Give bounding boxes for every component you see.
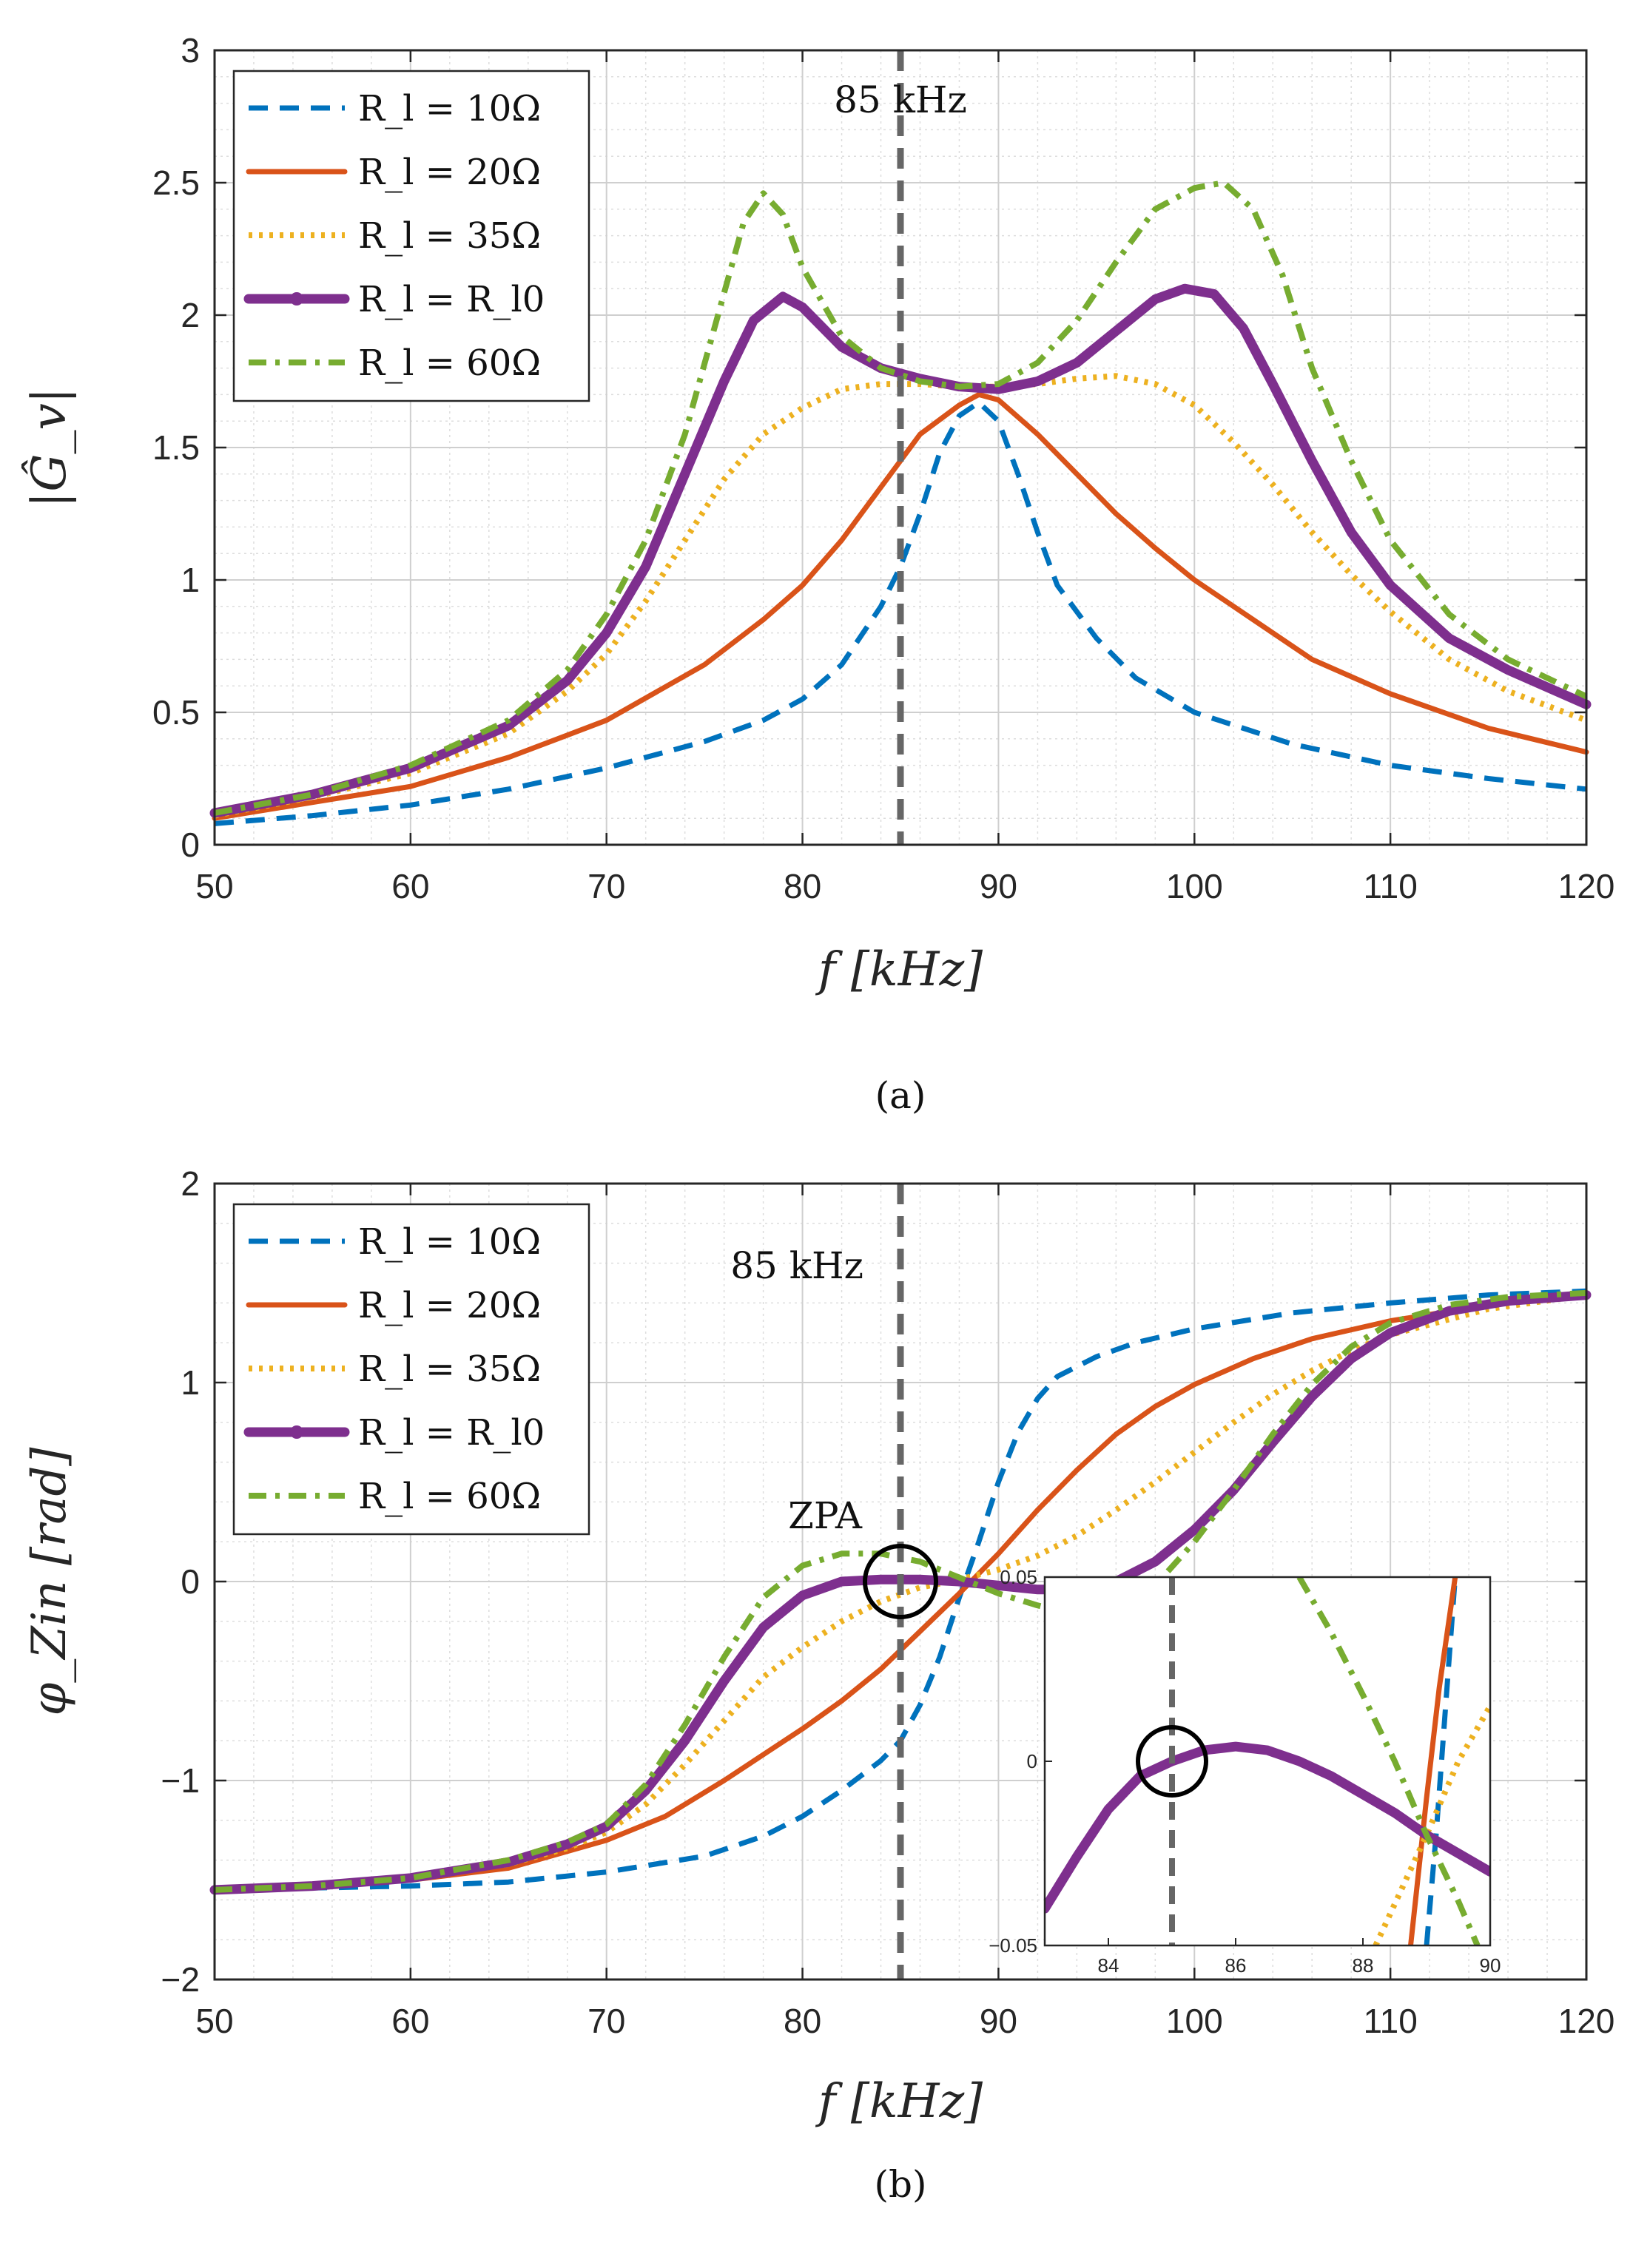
x-tick-label: 120	[1558, 2002, 1615, 2040]
inset-ticks	[1045, 1576, 1491, 1946]
x-tick-label: 60	[391, 2002, 429, 2040]
inset-y-tick-label: 0	[1027, 1750, 1037, 1772]
series-line-r10	[214, 1288, 1587, 1893]
legend-label-rl0: R_l = R_l0	[358, 279, 545, 320]
x-tick-label: 60	[391, 867, 429, 905]
legend: R_l = 10Ω R_l = 20Ω R_l = 35Ω R_l = R_l0 R_l…	[232, 1203, 590, 1536]
x-tick-label: 90	[980, 867, 1017, 905]
y-tick-label: 0	[181, 1562, 200, 1601]
tick-marks	[213, 1182, 1588, 1981]
x-tick-label: 80	[784, 2002, 821, 2040]
inset-x-tick-label: 90	[1480, 1954, 1501, 1977]
x-tick-label: 50	[195, 867, 233, 905]
x-axis-label: f [kHz]	[815, 2074, 983, 2129]
y-axis-label: φ_Zin [rad]	[22, 1446, 77, 1715]
panel-a: 50 60 70 80 90 100 110 120 0 0.5 1 1.5 2 2.5 3 f [kHz] |…	[21, 31, 1614, 1117]
inset-zpa-circle	[1136, 1725, 1208, 1798]
legend-label-r35: R_l = 35Ω	[358, 1349, 541, 1390]
x-tick-label: 70	[587, 2002, 625, 2040]
series-line-r20	[212, 391, 1589, 821]
zpa-circle	[863, 1544, 938, 1619]
y-tick-label: 3	[181, 31, 200, 70]
inset-series-group	[1045, 1577, 1490, 1945]
legend-label-r60: R_l = 60Ω	[358, 342, 541, 384]
series-group	[209, 1288, 1592, 1895]
legend-marker-rl0	[290, 1425, 303, 1439]
tick-marks	[213, 49, 1588, 846]
panel-b: 50 60 70 80 90 100 110 120 −2 −1 0 1 2 f [kHz] φ_Zin […	[22, 1164, 1614, 2206]
series-line-r20	[212, 1292, 1589, 1893]
y-axis-label: |Ĝ_v|	[21, 388, 77, 507]
panel-caption: (b)	[874, 2163, 926, 2206]
series-line-r60	[214, 1289, 1587, 1893]
legend: R_l = 10Ω R_l = 20Ω R_l = 35Ω R_l = R_l0 R_l…	[232, 70, 590, 402]
inset-y-tick-label: −0.05	[989, 1934, 1037, 1957]
x-tick-label: 80	[784, 867, 821, 905]
x-tick-label: 100	[1166, 2002, 1223, 2040]
x-tick-label: 70	[587, 867, 625, 905]
y-tick-label: −1	[161, 1761, 200, 1800]
y-tick-label: 2	[181, 1164, 200, 1203]
y-tick-label: 1.5	[152, 428, 200, 467]
x-axis-label: f [kHz]	[815, 942, 983, 997]
inset-series-r60	[1296, 1577, 1481, 1945]
inset-x-tick-label: 84	[1098, 1954, 1119, 1977]
series-line-rl0	[209, 1290, 1592, 1895]
inset-x-tick-label: 86	[1225, 1954, 1247, 1977]
x-tick-label: 100	[1166, 867, 1223, 905]
x-tick-label: 50	[195, 2002, 233, 2040]
zpa-label: ZPA	[788, 1494, 863, 1537]
y-tick-label: 0.5	[152, 693, 200, 732]
x-tick-label: 90	[980, 2002, 1017, 2040]
legend-label-r60: R_l = 60Ω	[358, 1476, 541, 1517]
legend-label-r35: R_l = 35Ω	[358, 215, 541, 257]
legend-label-r20: R_l = 20Ω	[358, 1285, 541, 1326]
y-tick-label: 1	[181, 1363, 200, 1402]
x-tick-label: 110	[1363, 2002, 1417, 2040]
y-tick-label: 0	[181, 826, 200, 864]
legend-marker-rl0	[290, 292, 303, 306]
x-tick-label: 120	[1558, 867, 1615, 905]
legend-label-r10: R_l = 10Ω	[358, 1221, 541, 1263]
inset-y-tick-label: 0.05	[1000, 1566, 1037, 1588]
y-tick-label: 2	[181, 296, 200, 334]
series-line-r60	[214, 180, 1588, 816]
inset: 84 86 88 90 −0.05 0 0.05	[989, 1566, 1501, 1977]
legend-label-r10: R_l = 10Ω	[358, 88, 541, 129]
inset-plot-area	[1045, 1577, 1490, 1945]
inset-x-tick-label: 88	[1353, 1954, 1374, 1977]
inset-series-r20	[1408, 1577, 1458, 1945]
y-tick-label: −2	[161, 1960, 200, 1999]
panel-caption: (a)	[875, 1074, 926, 1117]
marker-label: 85 kHz	[730, 1244, 863, 1287]
series-line-r10	[214, 399, 1587, 826]
inset-series-rl0	[1045, 1741, 1490, 1914]
y-tick-label: 1	[181, 561, 200, 599]
x-tick-label: 110	[1363, 867, 1417, 905]
legend-label-rl0: R_l = R_l0	[358, 1412, 545, 1454]
legend-label-r20: R_l = 20Ω	[358, 152, 541, 193]
series-group	[209, 180, 1592, 826]
y-tick-label: 2.5	[152, 163, 200, 202]
marker-label: 85 kHz	[834, 78, 967, 121]
